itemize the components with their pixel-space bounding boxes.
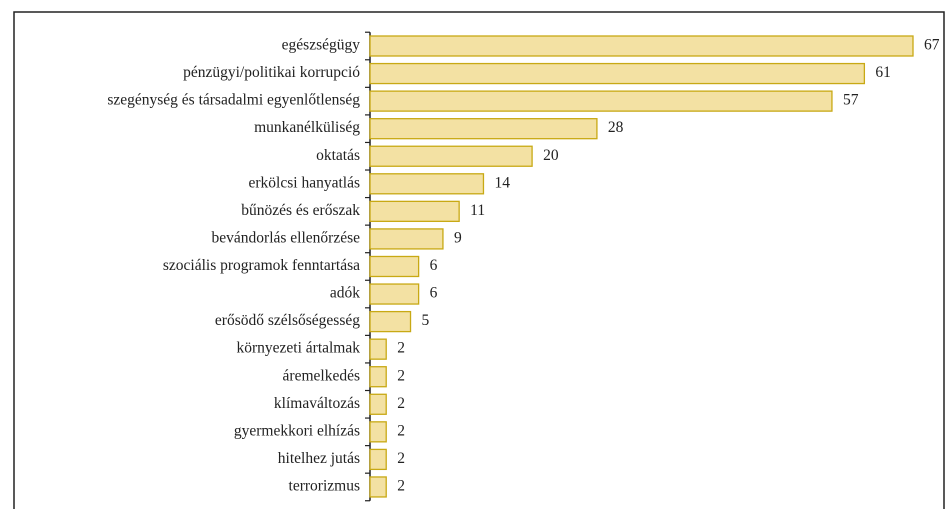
category-label: pénzügyi/politikai korrupció bbox=[183, 64, 360, 81]
category-label: szegénység és társadalmi egyenlőtlenség bbox=[107, 92, 360, 109]
value-label: 14 bbox=[494, 174, 510, 191]
category-label: szociális programok fenntartása bbox=[163, 257, 360, 274]
value-label: 20 bbox=[543, 147, 559, 164]
category-label: áremelkedés bbox=[283, 367, 360, 384]
bar bbox=[369, 476, 387, 498]
category-label: terrorizmus bbox=[289, 478, 360, 495]
value-label: 6 bbox=[430, 285, 438, 302]
value-label: 9 bbox=[454, 229, 462, 246]
category-label: klímaváltozás bbox=[274, 395, 360, 412]
value-label: 57 bbox=[843, 92, 859, 109]
value-label: 11 bbox=[470, 202, 485, 219]
bar bbox=[369, 338, 387, 360]
bar bbox=[369, 310, 412, 333]
value-label: 2 bbox=[397, 340, 405, 357]
bar bbox=[369, 255, 420, 278]
bar bbox=[369, 200, 460, 223]
category-label: környezeti ártalmak bbox=[236, 340, 360, 357]
bar bbox=[369, 90, 833, 112]
value-label: 67 bbox=[924, 37, 940, 54]
category-label: oktatás bbox=[316, 147, 360, 164]
category-label: bevándorlás ellenőrzése bbox=[212, 229, 361, 246]
value-label: 2 bbox=[397, 422, 405, 439]
category-label: erősödő szélsőségesség bbox=[215, 312, 360, 329]
category-label: bűnözés és erőszak bbox=[241, 202, 360, 219]
bar bbox=[369, 118, 598, 140]
frame bbox=[13, 11, 945, 509]
bar bbox=[369, 393, 387, 415]
value-label: 2 bbox=[397, 395, 405, 412]
bar bbox=[369, 283, 420, 305]
value-label: 2 bbox=[397, 478, 405, 495]
bar bbox=[369, 421, 387, 443]
bar bbox=[369, 448, 387, 471]
value-label: 6 bbox=[430, 257, 438, 274]
category-label: adók bbox=[330, 285, 360, 302]
value-label: 2 bbox=[397, 450, 405, 467]
value-label: 5 bbox=[422, 312, 430, 329]
bar bbox=[369, 173, 485, 195]
value-label: 2 bbox=[397, 367, 405, 384]
bar bbox=[369, 228, 444, 250]
category-label: erkölcsi hanyatlás bbox=[249, 174, 360, 191]
bar bbox=[369, 62, 866, 85]
category-label: gyermekkori elhízás bbox=[234, 422, 360, 439]
value-label: 61 bbox=[875, 64, 891, 81]
category-label: hitelhez jutás bbox=[278, 450, 360, 467]
bar bbox=[369, 145, 533, 167]
category-label: munkanélküliség bbox=[254, 119, 360, 136]
bar bbox=[369, 35, 914, 57]
category-label: egészségügy bbox=[282, 37, 361, 54]
bar bbox=[369, 366, 387, 388]
value-label: 28 bbox=[608, 119, 624, 136]
